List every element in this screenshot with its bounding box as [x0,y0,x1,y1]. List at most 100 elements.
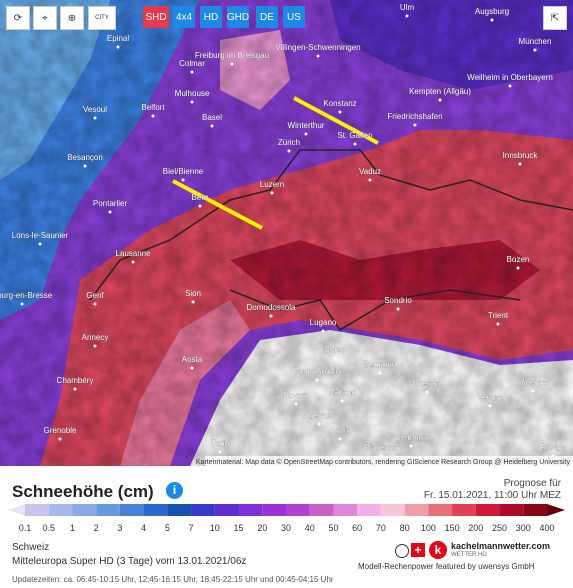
colorbar-cell [286,504,310,516]
city-dot [488,404,492,408]
city-label: Genf [86,291,104,300]
border [89,149,573,301]
credit: Modell-Rechenpower featured by uwensys G… [358,562,535,571]
zoom-button[interactable]: ⊕ [60,6,84,30]
colorbar-cell [547,504,565,516]
colorbar-label: 7 [189,523,194,533]
city-label: Bozen [507,255,530,264]
refresh-button[interactable]: ⟳ [6,6,30,30]
share-button[interactable]: ⇱ [543,6,567,30]
colorbar-cell [214,504,239,516]
colorbar-label: 2 [94,523,99,533]
map[interactable]: Ulm Augsburg Epinal Freiburg im Breisgau Vil… [0,0,573,466]
city-label: Piacenza [365,443,398,452]
colorbar-label: 15 [234,523,244,533]
colorbar-label: 0.5 [42,523,55,533]
toolbar-button[interactable]: US [283,6,305,28]
colorbar-cell [428,504,453,516]
colorbar-label: 10 [210,523,220,533]
city-label: Besançon [67,153,103,162]
city-dot [38,242,42,246]
city-label: Zürich [278,138,300,147]
city-label: Cremona [395,433,428,442]
forecast-time: Fr. 15.01.2021, 11:00 Uhr MEZ [423,490,561,501]
city-label: Domodossola [247,303,296,312]
map-texture [0,0,573,466]
colorbar-label: 300 [516,523,531,533]
city-dot [304,132,308,136]
city-label: München [519,37,552,46]
colorbar-cell [167,504,192,516]
info-icon[interactable]: i [166,482,183,499]
colorbar-label: 100 [421,523,436,533]
city-label: Lons-le-Saunier [12,231,69,240]
city-label: Lugano [310,318,337,327]
colorbar: 0.1 0.5 1 2 3 4 5 7 10 15 20 30 40 50 60 70 80 100 150 200 2… [8,504,565,533]
toolbar-button[interactable]: 4x4 [173,6,195,28]
colorbar-label: 250 [492,523,507,533]
city-dot [316,54,320,58]
city-dot [93,116,97,120]
city-label: Novara [283,391,309,400]
city-dot [321,329,325,333]
front-line [172,179,263,230]
colorbar-cell [191,504,215,516]
colorbar-cell [8,504,25,516]
city-label: Kempten (Allgäu) [409,87,471,96]
city-label: Vaduz [359,167,381,176]
city-dot [490,18,494,22]
city-label: Chambéry [57,376,94,385]
swiss-logo: + [411,543,425,557]
colorbar-cell [357,504,381,516]
city-dot [151,114,155,118]
city-dot [191,300,195,304]
forecast-label: Prognose für [503,478,561,489]
city-dot [516,266,520,270]
colorbar-cell [25,504,49,516]
city-label: Innsbruck [503,151,539,160]
colorbar-label: 70 [376,523,386,533]
colorbar-cell [499,504,524,516]
city-label: Annecy [82,333,109,342]
city-dot [409,444,413,448]
toolbar-button[interactable]: GHD [227,6,249,28]
city-label: Basel [202,113,222,122]
legend-title: Schneehöhe (cm) [12,482,154,501]
city-label: Vesoul [83,105,107,114]
city-label: Ulm [400,3,415,12]
city-dot [108,210,112,214]
city-label: Bergamo [364,360,397,369]
city-dot [83,164,87,168]
city-label: Vigevano [302,411,336,420]
city-dot [413,123,417,127]
colorbar-cell [96,504,120,516]
city-label: Weilheim in Oberbayern [467,73,553,82]
colorbar-label: 60 [352,523,362,533]
city-dot [294,402,298,406]
city-dot [317,422,321,426]
city-label: Grenoble [44,426,77,435]
city-dot [198,204,202,208]
toolbar-button[interactable]: HD [200,6,222,28]
city-label: Pontarlier [93,199,128,208]
toolbar-button[interactable]: SHD [143,6,169,28]
toolbar-button[interactable]: DE [256,6,278,28]
city-button[interactable]: CITY [88,6,116,30]
city-dot [533,48,537,52]
colorbar-label: 20 [257,523,267,533]
city-label: Como [324,345,346,354]
front-line [293,96,379,145]
city-dot [190,100,194,104]
location-button[interactable]: ⌖ [33,6,57,30]
city-label: Villingen-Schwenningen [275,43,360,52]
city-dot [405,14,409,18]
colorbar-cell [404,504,429,516]
city-label: Mailand [328,388,356,397]
city-label: Lausanne [115,249,151,258]
colorbar-label: 0.1 [19,523,32,533]
city-dot [340,399,344,403]
colorbar-cell [238,504,263,516]
city-label: Bourg-en-Bresse [0,291,53,300]
city-dot [131,260,135,264]
